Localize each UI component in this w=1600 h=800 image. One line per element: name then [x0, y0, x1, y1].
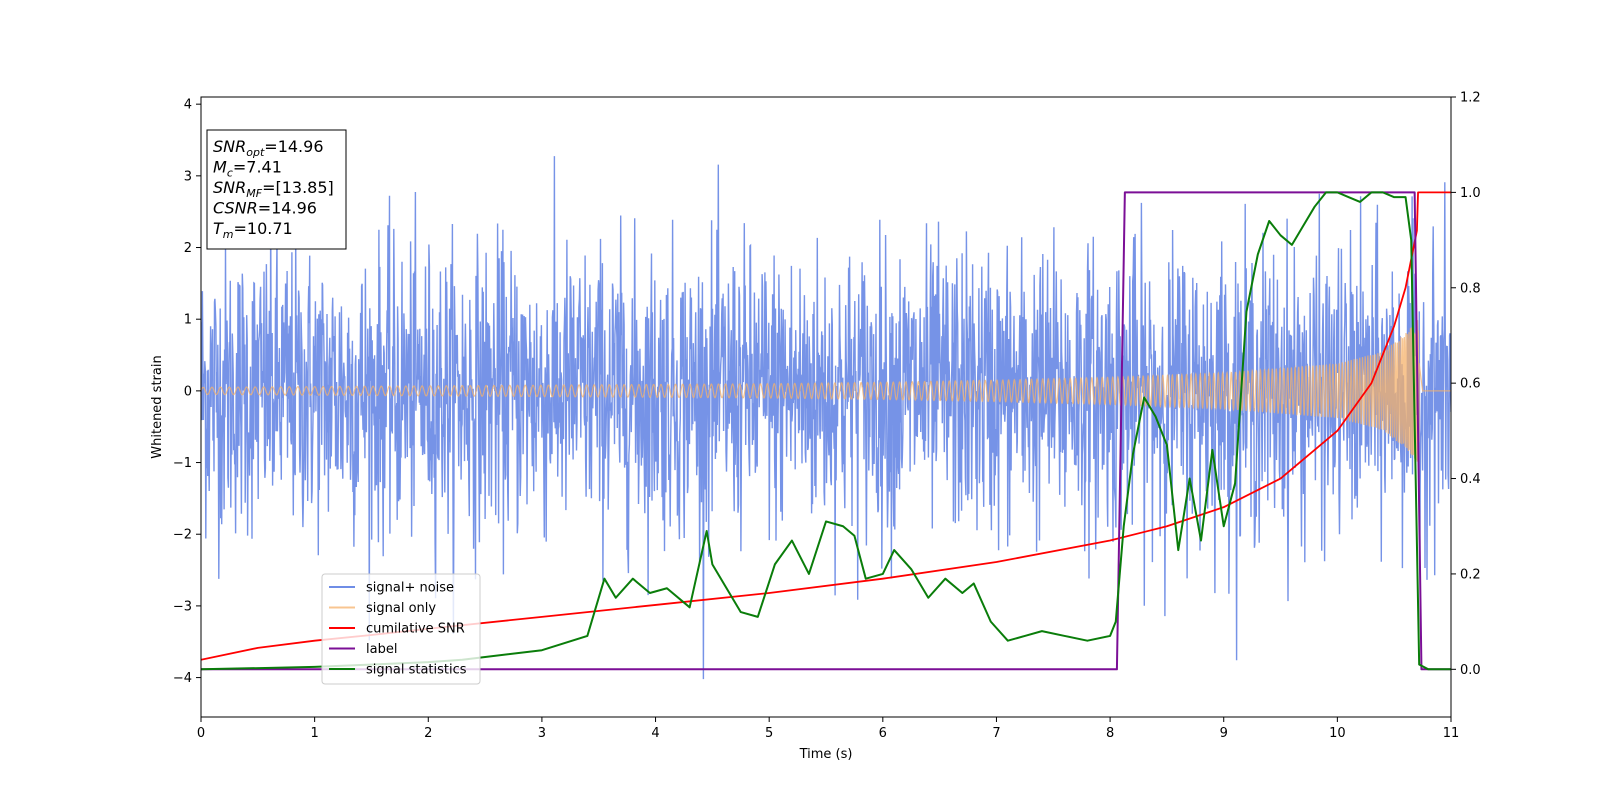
x-tick-label: 4 — [651, 726, 659, 741]
x-tick-label: 7 — [992, 726, 1000, 741]
legend-label: cumilative SNR — [366, 622, 465, 637]
legend-label: signal statistics — [366, 663, 467, 678]
legend-frame — [321, 573, 481, 685]
info-line: CSNR=14.96 — [213, 199, 317, 218]
y-left-tick-label: −2 — [173, 528, 192, 543]
x-tick-label: 0 — [197, 726, 205, 741]
legend-label: signal only — [366, 601, 436, 616]
series-signal-statistics-line — [201, 191, 1451, 671]
info-box: SNRopt=14.96Mc=7.41SNRMF=[13.85]CSNR=14.… — [206, 129, 347, 250]
y-right-tick-label: 0.2 — [1460, 567, 1481, 582]
info-line: SNRMF=[13.85] — [213, 178, 334, 200]
series-signal-only-line — [201, 320, 1451, 462]
x-tick-label: 3 — [538, 726, 546, 741]
y-right-tick-label: 0.4 — [1460, 472, 1481, 487]
y-right-tick-label: 0.0 — [1460, 663, 1481, 678]
y-right-tick-label: 0.6 — [1460, 377, 1481, 392]
x-tick-label: 10 — [1329, 726, 1346, 741]
legend: signal+ noise signal only cumilative SNR la… — [321, 573, 481, 685]
y-left-tick-label: 4 — [184, 98, 192, 113]
x-tick-label: 8 — [1106, 726, 1114, 741]
y-left-tick-label: 3 — [184, 169, 192, 184]
info-line: Mc=7.41 — [213, 158, 282, 180]
info-box-frame — [206, 129, 347, 250]
x-tick-label: 9 — [1220, 726, 1228, 741]
y-right-tick-label: 1.2 — [1460, 91, 1481, 106]
x-tick-label: 11 — [1443, 726, 1460, 741]
plot-frame — [200, 96, 1452, 718]
y-axis-title: Whitened strain — [150, 355, 165, 458]
y-left-tick-label: 2 — [184, 241, 192, 256]
y-left-tick-label: −1 — [173, 456, 192, 471]
series-signal-noise-line — [201, 156, 1451, 680]
x-tick-label: 2 — [424, 726, 432, 741]
y-left-tick-label: −4 — [173, 671, 192, 686]
axis-layer: 0 1 2 3 4 5 6 7 8 9 10 11 −4 −3 −2 −1 0 1 2 3 4 0.0 0.2 0.4 0.6 0… — [173, 91, 1481, 742]
x-tick-label: 1 — [310, 726, 318, 741]
x-axis-title: Time (s) — [799, 747, 853, 762]
info-line: SNRopt=14.96 — [213, 137, 324, 159]
y-left-tick-label: −3 — [173, 599, 192, 614]
y-right-tick-label: 0.8 — [1460, 281, 1481, 296]
y-left-tick-label: 0 — [184, 384, 192, 399]
legend-label: label — [366, 642, 397, 657]
y-right-tick-label: 1.0 — [1460, 186, 1481, 201]
y-left-tick-label: 1 — [184, 313, 192, 328]
x-tick-label: 5 — [765, 726, 773, 741]
x-tick-label: 6 — [879, 726, 887, 741]
info-line: Tm=10.71 — [213, 219, 293, 241]
legend-label: signal+ noise — [366, 581, 454, 596]
